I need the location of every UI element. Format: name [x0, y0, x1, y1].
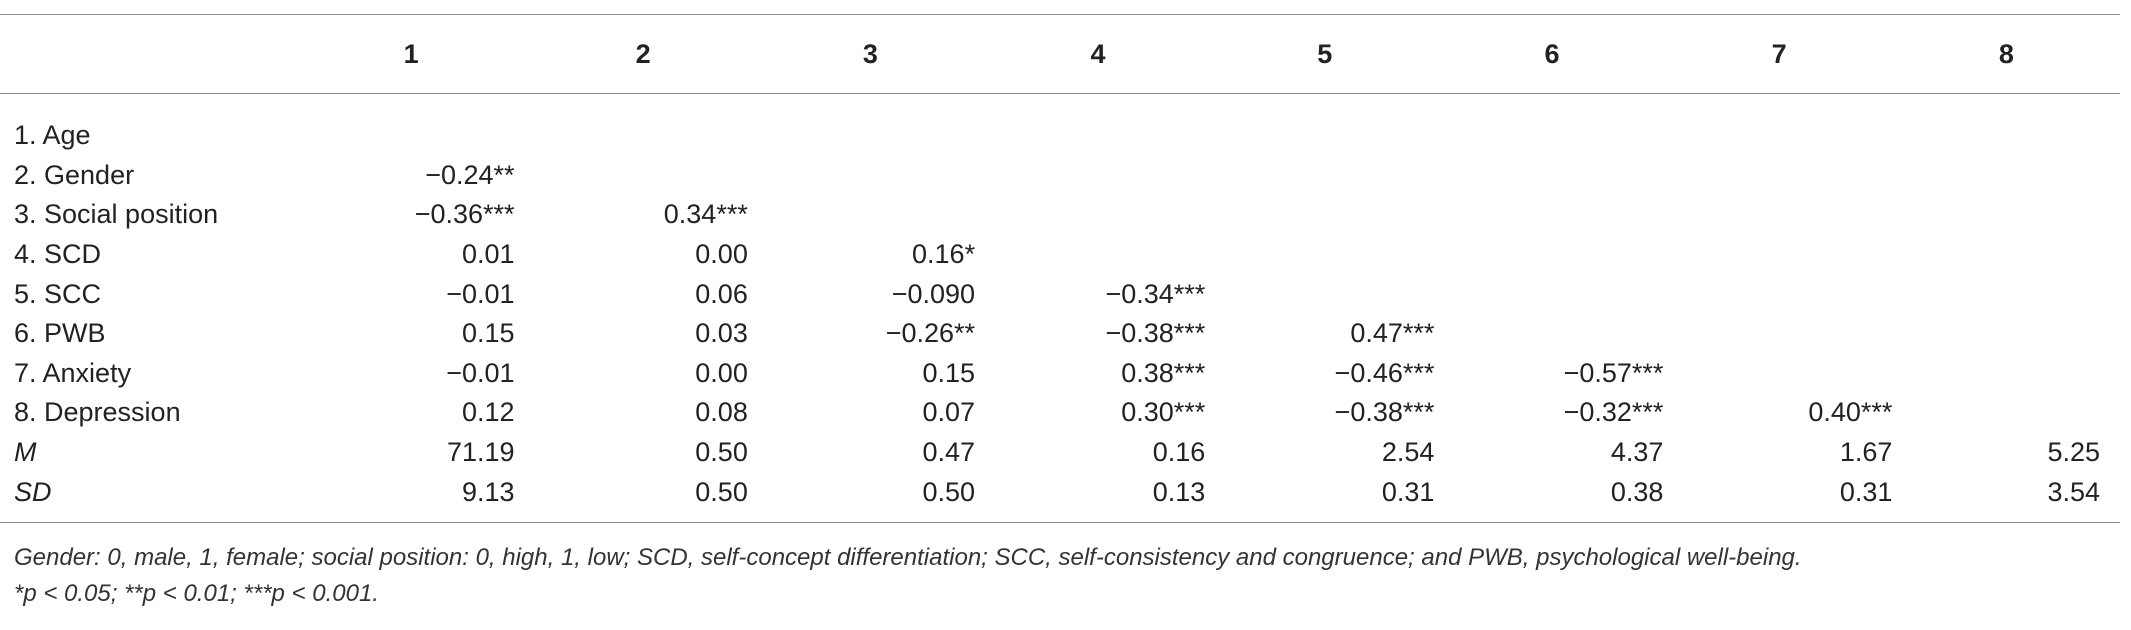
table-cell: −0.01 — [446, 278, 515, 309]
table-cell: 0.31 — [1381, 476, 1435, 507]
table-cell: 1.67 — [1839, 437, 1893, 468]
table-bottom-rule — [0, 521, 2120, 523]
table-cell: 0.13 — [1152, 476, 1206, 507]
row-label: 2. Gender — [14, 159, 135, 190]
row-label: 6. PWB — [14, 318, 106, 349]
column-header-7: 7 — [1771, 38, 1787, 69]
column-header-8: 8 — [1998, 38, 2014, 69]
table-cell: 0.16 — [1152, 437, 1206, 468]
table-cell: −0.24** — [425, 159, 515, 190]
table-cell: 0.34*** — [663, 199, 748, 230]
column-header-2: 2 — [635, 38, 651, 69]
table-cell: 9.13 — [461, 476, 515, 507]
column-header-5: 5 — [1317, 38, 1333, 69]
table-cell: 3.54 — [2047, 476, 2101, 507]
table-cell: 0.16* — [912, 239, 976, 270]
table-cell: 0.30*** — [1121, 397, 1206, 428]
correlation-table: 1 2 3 4 5 6 7 8 1. Age 2. Gender −0.24** 3.… — [0, 14, 2120, 523]
table-body: 1. Age 2. Gender −0.24** 3. Social position… — [0, 94, 2120, 522]
table-cell: −0.26** — [885, 318, 976, 349]
table-row: SD 9.13 0.50 0.50 0.13 0.31 0.38 0.31 3.54 — [0, 472, 2120, 512]
table-cell: 0.50 — [922, 476, 976, 507]
column-header-6: 6 — [1544, 38, 1560, 69]
table-cell: 0.06 — [695, 278, 748, 309]
table-cell: −0.090 — [891, 278, 976, 309]
table-row: 2. Gender −0.24** — [0, 156, 2120, 196]
table-footnotes: Gender: 0, male, 1, female; social posit… — [14, 540, 1802, 612]
table-header-row: 1 2 3 4 5 6 7 8 — [0, 15, 2120, 93]
table-cell: 0.47 — [922, 437, 976, 468]
row-label: 5. SCC — [14, 278, 102, 309]
table-row: 3. Social position −0.36*** 0.34*** — [0, 195, 2120, 235]
table-cell: 0.38*** — [1121, 357, 1206, 388]
table-cell: 0.47*** — [1350, 318, 1435, 349]
table-row: 5. SCC −0.01 0.06 −0.090 −0.34*** — [0, 274, 2120, 314]
column-header-4: 4 — [1090, 38, 1106, 69]
table-cell: 0.08 — [695, 397, 748, 428]
table-cell: 0.15 — [461, 318, 515, 349]
table-cell: −0.46*** — [1334, 357, 1435, 388]
table-cell: −0.38*** — [1334, 397, 1435, 428]
table-cell: 71.19 — [446, 437, 515, 468]
row-label: 8. Depression — [14, 397, 181, 428]
column-header-1: 1 — [403, 38, 419, 69]
table-row: 8. Depression 0.12 0.08 0.07 0.30*** −0.38***… — [0, 393, 2120, 433]
table-cell: −0.01 — [446, 357, 515, 388]
table-cell: −0.34*** — [1105, 278, 1206, 309]
table-cell: 0.03 — [695, 318, 748, 349]
table-cell: −0.36*** — [414, 199, 515, 230]
column-header-3: 3 — [862, 38, 878, 69]
table-cell: 0.01 — [461, 239, 515, 270]
footnote-significance: *p < 0.05; **p < 0.01; ***p < 0.001. — [14, 580, 379, 607]
table-cell: −0.32*** — [1563, 397, 1664, 428]
table-cell: 0.07 — [922, 397, 976, 428]
row-label: 7. Anxiety — [14, 357, 132, 388]
row-label: 3. Social position — [14, 199, 219, 230]
table-top-rule — [0, 14, 2120, 15]
table-cell: −0.57*** — [1563, 357, 1664, 388]
table-header-rule — [0, 93, 2120, 94]
table-row: 6. PWB 0.15 0.03 −0.26** −0.38*** 0.47*** — [0, 314, 2120, 354]
table-cell: 0.15 — [922, 357, 976, 388]
table-cell: 2.54 — [1381, 437, 1435, 468]
row-label: M — [14, 437, 37, 468]
table-cell: 0.00 — [695, 357, 748, 388]
table-row: 7. Anxiety −0.01 0.00 0.15 0.38*** −0.46*** −0… — [0, 354, 2120, 394]
table-cell: 5.25 — [2047, 437, 2101, 468]
table-cell: 0.40*** — [1808, 397, 1893, 428]
row-label: 1. Age — [14, 120, 91, 151]
footnote-abbreviations: Gender: 0, male, 1, female; social posit… — [14, 544, 1802, 571]
table-cell: 4.37 — [1610, 437, 1664, 468]
row-label: SD — [14, 476, 52, 507]
table-row: 1. Age — [0, 116, 2120, 156]
table-cell: 0.00 — [695, 239, 748, 270]
table-cell: 0.38 — [1610, 476, 1664, 507]
table-cell: 0.50 — [695, 476, 748, 507]
table-cell: 0.50 — [695, 437, 748, 468]
table-row: 4. SCD 0.01 0.00 0.16* — [0, 235, 2120, 275]
table-cell: 0.31 — [1839, 476, 1893, 507]
table-cell: 0.12 — [461, 397, 515, 428]
row-label: 4. SCD — [14, 239, 102, 270]
table-row: M 71.19 0.50 0.47 0.16 2.54 4.37 1.67 5.25 — [0, 433, 2120, 473]
table-cell: −0.38*** — [1105, 318, 1206, 349]
